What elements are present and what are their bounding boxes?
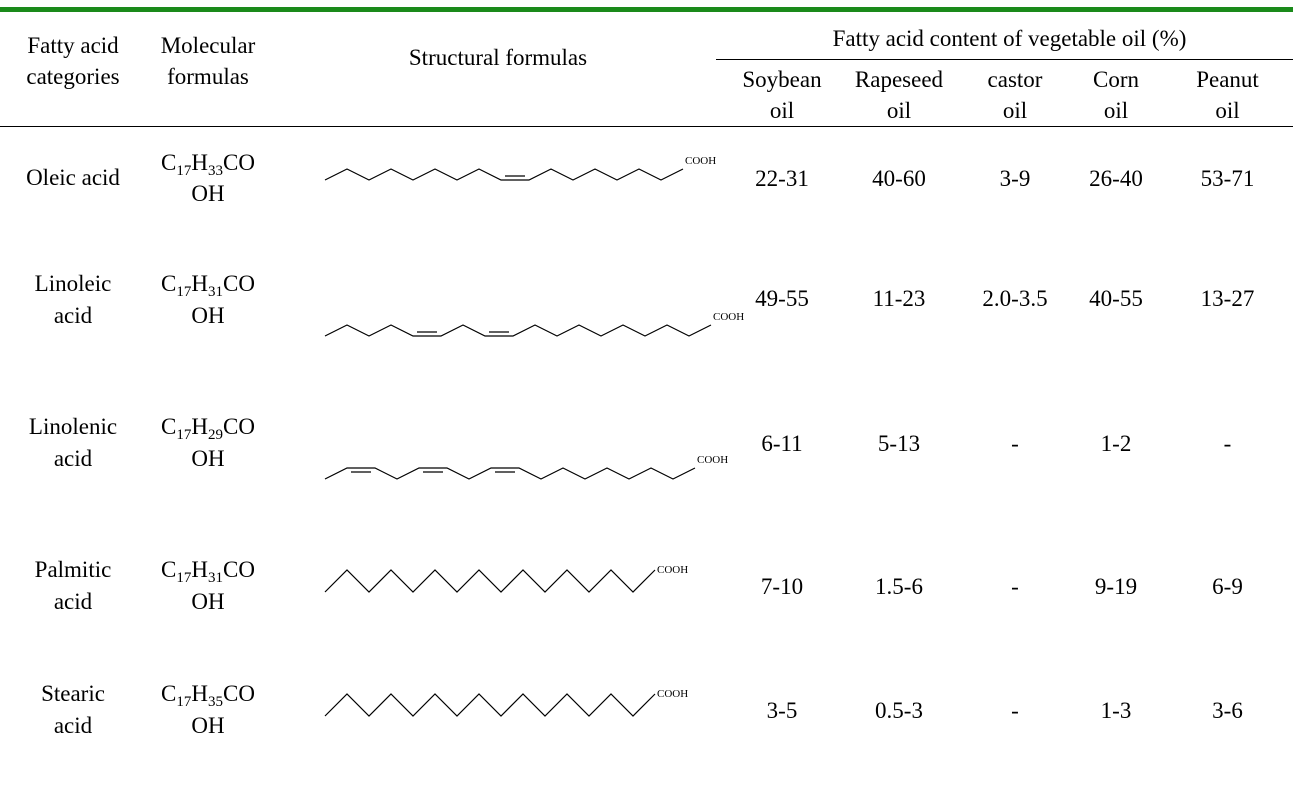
row-linolenic-name-line2: acid: [53, 446, 93, 471]
row-linolenic-formula-line1: C17H29CO: [161, 414, 255, 443]
header-bottom-rule: [0, 126, 1293, 127]
header-molecular-line1: Molecular: [160, 33, 256, 58]
row-oleic-castor: 3-9: [999, 166, 1031, 191]
row-stearic-formula-line1: C17H35CO: [161, 681, 255, 710]
row-linolenic-formula-line2: OH: [191, 446, 225, 471]
svg-text:COOH: COOH: [713, 311, 744, 323]
row-palmitic-peanut: 6-9: [1212, 574, 1243, 599]
header-oil-soybean-line1: Soybean: [742, 67, 822, 92]
row-palmitic-rapeseed: 1.5-6: [875, 574, 923, 599]
header-structural: Structural formulas: [408, 45, 588, 70]
svg-text:COOH: COOH: [697, 454, 728, 466]
row-linolenic-soybean: 6-11: [761, 431, 803, 456]
header-category-line2: categories: [26, 64, 120, 89]
linolenic-acid-structure: COOH: [324, 454, 728, 480]
row-stearic-name-line2: acid: [53, 713, 93, 738]
row-stearic-soybean: 3-5: [766, 698, 798, 723]
row-linolenic-peanut: -: [1223, 431, 1232, 456]
row-stearic-peanut: 3-6: [1212, 698, 1243, 723]
oleic-acid-structure: COOH: [324, 155, 716, 181]
row-linoleic-peanut: 13-27: [1200, 286, 1255, 311]
row-linolenic-name-line1: Linolenic: [28, 414, 118, 439]
row-linoleic-formula-line2: OH: [191, 303, 225, 328]
row-palmitic-name-line2: acid: [53, 589, 93, 614]
row-palmitic-castor: -: [1011, 574, 1019, 599]
row-oleic-formula-line2: OH: [191, 181, 225, 206]
row-oleic-formula-line1: C17H33CO: [161, 150, 255, 179]
header-subrule: [716, 59, 1293, 60]
top-border: [0, 7, 1293, 12]
palmitic-acid-structure: COOH: [324, 564, 688, 593]
row-palmitic-formula-line2: OH: [191, 589, 225, 614]
row-stearic-name-line1: Stearic: [41, 681, 105, 706]
header-oil-castor-line2: oil: [1002, 98, 1028, 123]
header-oil-rapeseed-line2: oil: [886, 98, 912, 123]
header-oil-peanut-line1: Peanut: [1196, 67, 1259, 92]
row-linoleic-corn: 40-55: [1089, 286, 1143, 311]
row-oleic-peanut: 53-71: [1200, 166, 1255, 191]
row-oleic-soybean: 22-31: [755, 166, 809, 191]
header-oil-corn-line2: oil: [1103, 98, 1129, 123]
row-linoleic-name-line1: Linoleic: [34, 271, 112, 296]
row-stearic-formula-line2: OH: [191, 713, 225, 738]
row-linoleic-castor: 2.0-3.5: [982, 286, 1048, 311]
row-oleic-rapeseed: 40-60: [872, 166, 926, 191]
header-category-line1: Fatty acid: [27, 33, 119, 58]
row-linoleic-formula-line1: C17H31CO: [161, 271, 255, 300]
row-stearic-corn: 1-3: [1100, 698, 1132, 723]
header-oil-soybean-line2: oil: [769, 98, 795, 123]
stearic-acid-structure: COOH: [324, 688, 688, 717]
row-stearic-rapeseed: 0.5-3: [875, 698, 923, 723]
linoleic-acid-structure: COOH: [324, 311, 744, 337]
row-oleic-corn: 26-40: [1089, 166, 1143, 191]
row-linoleic-rapeseed: 11-23: [872, 286, 926, 311]
row-linolenic-corn: 1-2: [1100, 431, 1132, 456]
row-linoleic-name-line2: acid: [53, 303, 93, 328]
row-palmitic-soybean: 7-10: [760, 574, 804, 599]
svg-text:COOH: COOH: [685, 155, 716, 167]
svg-text:COOH: COOH: [657, 688, 688, 700]
row-oleic-name: Oleic acid: [26, 165, 120, 190]
row-linolenic-rapeseed: 5-13: [877, 431, 921, 456]
header-content-group: Fatty acid content of vegetable oil (%): [832, 26, 1187, 51]
row-linolenic-castor: -: [1011, 431, 1019, 456]
header-oil-peanut-line2: oil: [1215, 98, 1240, 123]
row-stearic-castor: -: [1011, 698, 1019, 723]
header-oil-corn-line1: Corn: [1093, 67, 1139, 92]
row-linoleic-soybean: 49-55: [755, 286, 809, 311]
row-palmitic-formula-line1: C17H31CO: [161, 557, 255, 586]
svg-text:COOH: COOH: [657, 564, 688, 576]
row-palmitic-name-line1: Palmitic: [34, 557, 112, 582]
header-oil-castor-line1: castor: [987, 67, 1043, 92]
header-molecular-line2: formulas: [167, 64, 249, 89]
header-oil-rapeseed-line1: Rapeseed: [854, 67, 944, 92]
row-palmitic-corn: 9-19: [1094, 574, 1138, 599]
